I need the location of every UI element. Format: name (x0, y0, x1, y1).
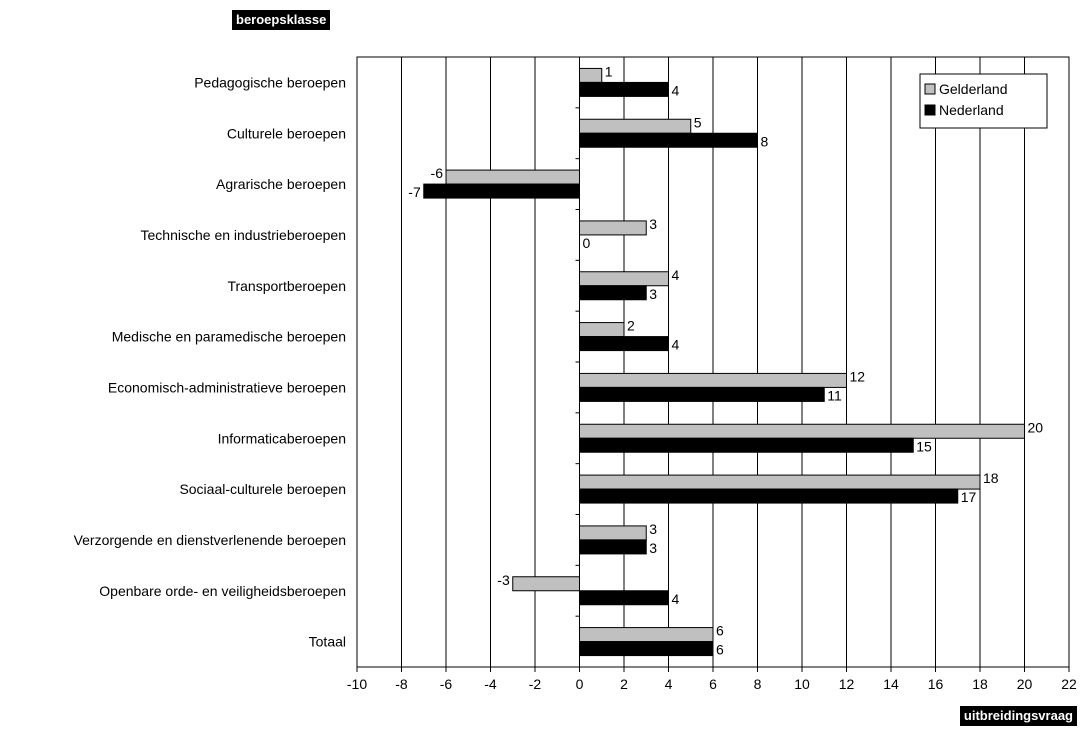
data-label-gelderland: -6 (431, 165, 444, 181)
x-tick-label: 8 (754, 676, 762, 692)
bar-gelderland (579, 118, 692, 134)
bar-gelderland (579, 423, 1025, 439)
legend-label-gelderland: Gelderland (939, 81, 1008, 97)
x-tick-label: 6 (709, 676, 717, 692)
x-tick-label: 14 (883, 676, 899, 692)
data-label-nederland: 4 (672, 82, 680, 98)
bar-gelderland (579, 525, 647, 541)
x-tick-label: 18 (972, 676, 988, 692)
category-label: Economisch-administratieve beroepen (108, 379, 346, 395)
bar-gelderland (445, 169, 580, 185)
x-tick-label: -4 (484, 676, 497, 692)
category-label: Medische en paramedische beroepen (112, 329, 346, 345)
data-label-gelderland: 2 (627, 318, 635, 334)
data-label-gelderland: 6 (716, 623, 724, 639)
data-label-nederland: 11 (827, 387, 842, 403)
legend-swatch-gelderland (924, 83, 936, 95)
category-label: Sociaal-culturele beroepen (179, 481, 346, 497)
legend-swatch-nederland (924, 104, 936, 116)
data-label-nederland: -7 (408, 184, 421, 200)
x-tick-label: -8 (395, 676, 408, 692)
data-label-gelderland: 3 (649, 216, 657, 232)
legend-label-nederland: Nederland (939, 102, 1004, 118)
data-label-nederland: 4 (672, 591, 680, 607)
bar-nederland (579, 386, 825, 402)
category-label: Transportberoepen (227, 278, 346, 294)
data-label-gelderland: 5 (694, 114, 702, 130)
data-label-gelderland: 12 (850, 368, 866, 384)
category-label: Agrarische beroepen (216, 176, 346, 192)
data-label-gelderland: 20 (1028, 419, 1044, 435)
data-label-gelderland: 1 (605, 63, 613, 79)
bar-nederland (579, 132, 758, 148)
bar-gelderland (579, 322, 625, 338)
data-label-nederland: 3 (649, 540, 657, 556)
data-label-gelderland: 3 (649, 521, 657, 537)
data-label-gelderland: 4 (672, 267, 680, 283)
category-label: Informaticaberoepen (218, 430, 346, 446)
x-tick-label: 16 (928, 676, 944, 692)
data-label-nederland: 4 (672, 337, 680, 353)
bar-nederland (579, 81, 669, 97)
data-label-gelderland: 18 (983, 470, 999, 486)
bar-nederland (579, 641, 714, 657)
x-axis-title: uitbreidingsvraag (959, 706, 1077, 726)
bar-nederland (579, 336, 669, 352)
bar-gelderland (579, 271, 669, 287)
x-tick-label: 4 (665, 676, 673, 692)
bar-nederland (423, 183, 580, 199)
x-tick-label: 2 (620, 676, 628, 692)
y-axis-title: beroepsklasse (232, 10, 331, 30)
data-label-nederland: 15 (916, 438, 932, 454)
category-label: Pedagogische beroepen (194, 74, 346, 90)
x-tick-label: 20 (1017, 676, 1033, 692)
x-tick-label: 10 (794, 676, 810, 692)
bar-nederland (579, 285, 647, 301)
bar-nederland (579, 539, 647, 555)
x-tick-label: -2 (529, 676, 542, 692)
bar-gelderland (579, 220, 647, 236)
x-tick-label: -6 (440, 676, 453, 692)
data-label-nederland: 8 (761, 133, 769, 149)
data-label-gelderland: -3 (497, 572, 510, 588)
data-label-nederland: 6 (716, 642, 724, 658)
x-tick-label: -10 (347, 676, 367, 692)
data-label-nederland: 3 (649, 286, 657, 302)
data-label-nederland: 0 (583, 235, 591, 251)
x-tick-label: 22 (1061, 676, 1077, 692)
bar-gelderland (579, 474, 981, 490)
category-label: Culturele beroepen (227, 125, 346, 141)
bar-nederland (579, 437, 914, 453)
x-tick-label: 12 (839, 676, 855, 692)
category-label: Openbare orde- en veiligheidsberoepen (99, 583, 346, 599)
data-label-nederland: 17 (961, 489, 977, 505)
bar-gelderland (579, 67, 603, 83)
category-label: Verzorgende en dienstverlenende beroepen (74, 532, 346, 548)
bar-gelderland (579, 372, 847, 388)
bar-nederland (579, 590, 669, 606)
bar-nederland (579, 488, 959, 504)
category-label: Totaal (309, 634, 346, 650)
bar-gelderland (512, 576, 580, 592)
legend (919, 73, 1048, 129)
x-tick-label: 0 (576, 676, 584, 692)
category-label: Technische en industrieberoepen (141, 227, 346, 243)
bar-gelderland (579, 627, 714, 643)
